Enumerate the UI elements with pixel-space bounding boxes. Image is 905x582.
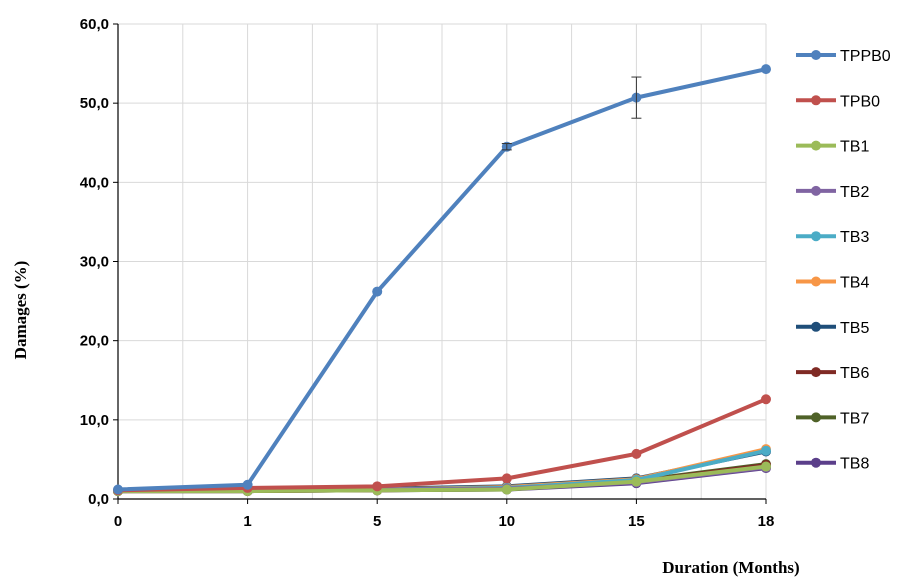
legend-item-tpb0: TPB0 (796, 93, 880, 110)
y-tick-label: 0,0 (88, 491, 109, 508)
legend-item-tb7: TB7 (796, 410, 869, 427)
y-tick-label: 50,0 (80, 95, 109, 112)
legend-label: TB7 (840, 410, 869, 427)
y-tick-label: 30,0 (80, 254, 109, 271)
legend-label: TB1 (840, 139, 869, 156)
data-point (631, 448, 642, 459)
x-tick-label: 10 (498, 513, 515, 530)
legend-label: TB6 (840, 365, 869, 382)
error-bar (501, 143, 512, 151)
legend-item-tb4: TB4 (796, 275, 869, 292)
data-point (631, 476, 642, 487)
legend: TPPB0 TPB0 TB1 TB2 TB3 TB4 TB5 TB6 TB7 TB8 (796, 48, 891, 473)
legend-label: TB8 (840, 456, 869, 473)
legend-swatch-marker (811, 276, 821, 287)
data-point (761, 445, 771, 456)
error-bar (631, 76, 642, 119)
legend-label: TB4 (840, 275, 869, 292)
legend-swatch-marker (811, 185, 821, 196)
data-point (761, 64, 771, 75)
x-tick-label: 5 (373, 513, 381, 530)
series-line-tb1 (116, 464, 768, 494)
x-tick-label: 0 (114, 513, 122, 530)
legend-label: TPPB0 (840, 48, 891, 65)
legend-label: TB2 (840, 184, 869, 201)
data-point (501, 473, 512, 484)
series-lines (113, 64, 771, 497)
data-point (761, 461, 771, 472)
data-point (242, 479, 253, 490)
legend-item-tb1: TB1 (796, 139, 869, 156)
axes (113, 23, 767, 504)
x-tick-label: 18 (758, 513, 775, 530)
series-line-tppb0 (116, 67, 768, 492)
legend-label: TB3 (840, 229, 869, 246)
series-line-tpb0 (116, 397, 768, 493)
legend-swatch-marker (811, 50, 821, 60)
legend-item-tppb0: TPPB0 (796, 48, 891, 65)
grid (118, 23, 767, 499)
legend-swatch-marker (811, 321, 821, 332)
data-point (501, 484, 512, 495)
legend-item-tb2: TB2 (796, 184, 869, 201)
legend-item-tb8: TB8 (796, 456, 869, 473)
y-axis-title: Damages (%) (11, 261, 30, 360)
legend-label: TB5 (840, 320, 869, 337)
data-point (113, 484, 123, 495)
legend-swatch-marker (811, 140, 821, 151)
series-tppb0 (113, 64, 771, 495)
y-tick-label: 60,0 (80, 16, 109, 33)
legend-item-tb3: TB3 (796, 229, 869, 246)
legend-swatch-marker (811, 95, 821, 106)
legend-label: TPB0 (840, 93, 880, 110)
y-tick-label: 40,0 (80, 174, 109, 191)
y-tick-labels: 0,0 10,0 20,0 30,0 40,0 50,0 60,0 (80, 16, 109, 508)
data-point (761, 394, 771, 405)
y-tick-label: 10,0 (80, 412, 109, 429)
x-axis-title: Duration (Months) (662, 558, 799, 577)
legend-swatch-marker (811, 457, 821, 468)
legend-item-tb5: TB5 (796, 320, 869, 337)
x-tick-labels: 0 1 5 10 15 18 (114, 513, 775, 530)
legend-swatch-marker (811, 412, 821, 423)
y-tick-label: 20,0 (80, 333, 109, 350)
data-point (372, 286, 383, 297)
legend-item-tb6: TB6 (796, 365, 869, 382)
legend-swatch-marker (811, 367, 821, 378)
legend-swatch-marker (811, 231, 821, 242)
data-point (372, 481, 383, 492)
x-tick-label: 1 (243, 513, 251, 530)
x-tick-label: 15 (628, 513, 645, 530)
